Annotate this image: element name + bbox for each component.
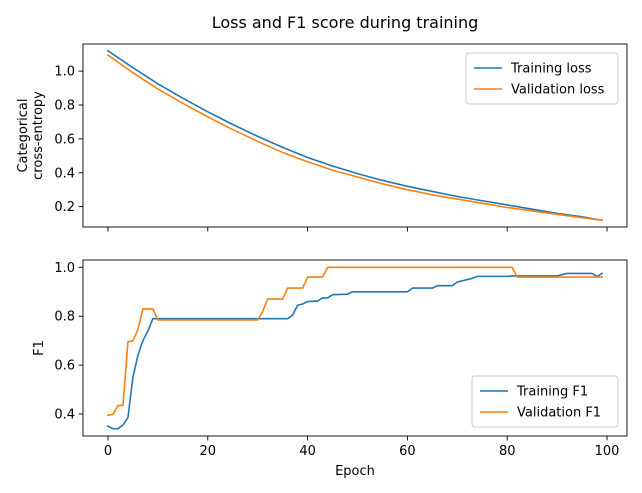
f1-x-tick-label: 100 xyxy=(595,444,620,459)
loss-axes-frame xyxy=(82,43,628,228)
f1-axes-frame xyxy=(82,259,628,437)
f1-y-tick-label: 0.8 xyxy=(54,310,75,325)
validation-f1-line xyxy=(107,266,603,417)
f1-y-tick-label: 0.6 xyxy=(54,359,75,374)
training-loss-line xyxy=(106,49,603,222)
validation-loss-line xyxy=(106,53,603,222)
loss-y-tick-label: 0.6 xyxy=(54,132,75,147)
f1-y-tick-label: 0.4 xyxy=(54,408,75,423)
f1-x-tick-label: 40 xyxy=(299,444,316,459)
loss-y-tick-label: 0.8 xyxy=(54,99,75,114)
training-f1-line xyxy=(106,272,604,430)
validation-f1-legend-label: Validation F1 xyxy=(517,406,601,421)
f1-y-tick-label: 1.0 xyxy=(54,261,75,276)
f1-x-tick-label: 0 xyxy=(104,444,112,459)
loss-y-axis-label: cross-entropy xyxy=(31,91,46,180)
f1-x-tick-label: 80 xyxy=(499,444,516,459)
loss-legend xyxy=(465,52,619,105)
figure-title: Loss and F1 score during training xyxy=(212,13,479,32)
f1-y-axis-label: F1 xyxy=(32,340,47,356)
loss-y-tick-label: 0.2 xyxy=(54,200,75,215)
validation-loss-legend-label: Validation loss xyxy=(511,83,605,98)
training-loss-legend-label: Training loss xyxy=(510,62,592,77)
loss-y-tick-label: 1.0 xyxy=(54,65,75,80)
f1-x-tick-label: 60 xyxy=(399,444,416,459)
f1-subplot: 0 20 40 60 80 100 0.4 0.6 0.8 1.0 F1 Epoch Training … xyxy=(32,259,628,479)
loss-subplot: 0.2 0.4 0.6 0.8 1.0 Categorical cross-entropy T… xyxy=(16,43,628,232)
loss-y-tick-label: 0.4 xyxy=(54,166,75,181)
loss-y-axis-label: Categorical xyxy=(16,98,31,172)
f1-x-tick-label: 20 xyxy=(199,444,216,459)
f1-legend xyxy=(471,375,619,428)
training-f1-legend-label: Training F1 xyxy=(516,385,588,400)
f1-x-axis-label: Epoch xyxy=(335,464,375,479)
